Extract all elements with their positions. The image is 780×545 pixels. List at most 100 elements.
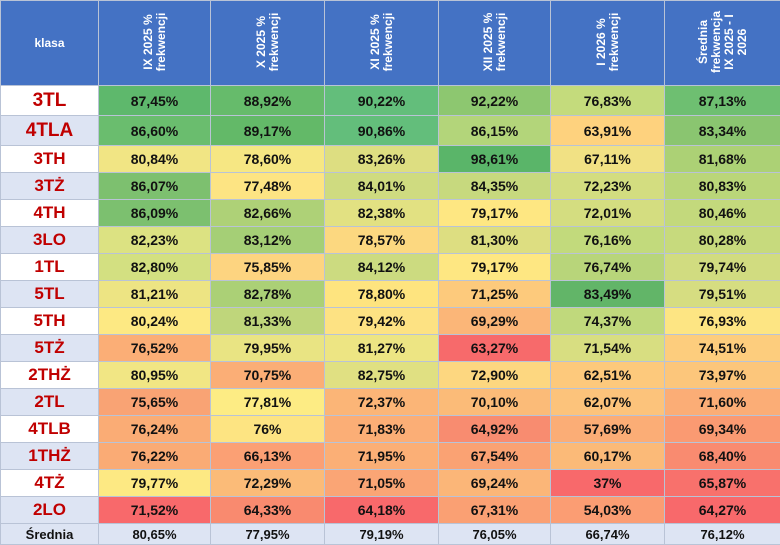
value-cell: 78,57%: [325, 227, 439, 254]
class-name-cell: 1TL: [1, 254, 99, 281]
value-cell: 89,17%: [211, 116, 325, 146]
average-value-cell: 79,19%: [325, 524, 439, 545]
value-cell: 63,91%: [551, 116, 665, 146]
header-ix-2025: IX 2025 % frekwencji: [99, 1, 211, 86]
value-cell: 71,95%: [325, 443, 439, 470]
value-cell: 64,33%: [211, 497, 325, 524]
value-cell: 79,77%: [99, 470, 211, 497]
value-cell: 79,17%: [439, 254, 551, 281]
value-cell: 76,24%: [99, 416, 211, 443]
class-name-cell: 5TŻ: [1, 335, 99, 362]
value-cell: 67,54%: [439, 443, 551, 470]
value-cell: 84,35%: [439, 173, 551, 200]
value-cell: 90,86%: [325, 116, 439, 146]
class-name-cell: 4TLA: [1, 116, 99, 146]
value-cell: 84,12%: [325, 254, 439, 281]
value-cell: 82,38%: [325, 200, 439, 227]
header-row: klasa IX 2025 % frekwencji X 2025 % frek…: [1, 1, 780, 86]
value-cell: 69,34%: [665, 416, 780, 443]
value-cell: 82,75%: [325, 362, 439, 389]
value-cell: 81,27%: [325, 335, 439, 362]
class-name-cell: 2LO: [1, 497, 99, 524]
value-cell: 70,75%: [211, 362, 325, 389]
value-cell: 62,07%: [551, 389, 665, 416]
value-cell: 76,93%: [665, 308, 780, 335]
value-cell: 83,49%: [551, 281, 665, 308]
value-cell: 76,74%: [551, 254, 665, 281]
value-cell: 86,15%: [439, 116, 551, 146]
value-cell: 72,90%: [439, 362, 551, 389]
value-cell: 77,48%: [211, 173, 325, 200]
value-cell: 67,31%: [439, 497, 551, 524]
value-cell: 69,24%: [439, 470, 551, 497]
class-name-cell: 5TH: [1, 308, 99, 335]
value-cell: 82,80%: [99, 254, 211, 281]
class-name-cell: 5TL: [1, 281, 99, 308]
value-cell: 86,60%: [99, 116, 211, 146]
value-cell: 87,45%: [99, 86, 211, 116]
value-cell: 81,21%: [99, 281, 211, 308]
value-cell: 62,51%: [551, 362, 665, 389]
value-cell: 72,37%: [325, 389, 439, 416]
value-cell: 86,07%: [99, 173, 211, 200]
value-cell: 71,60%: [665, 389, 780, 416]
value-cell: 90,22%: [325, 86, 439, 116]
value-cell: 69,29%: [439, 308, 551, 335]
header-xi-2025: XI 2025 % frekwencji: [325, 1, 439, 86]
class-name-cell: 4TŻ: [1, 470, 99, 497]
value-cell: 75,65%: [99, 389, 211, 416]
value-cell: 77,81%: [211, 389, 325, 416]
value-cell: 78,60%: [211, 146, 325, 173]
class-name-cell: 1THŻ: [1, 443, 99, 470]
class-name-cell: 3TL: [1, 86, 99, 116]
value-cell: 82,23%: [99, 227, 211, 254]
value-cell: 64,92%: [439, 416, 551, 443]
header-xii-2025: XII 2025 % frekwencji: [439, 1, 551, 86]
value-cell: 92,22%: [439, 86, 551, 116]
value-cell: 79,74%: [665, 254, 780, 281]
value-cell: 76,16%: [551, 227, 665, 254]
value-cell: 66,13%: [211, 443, 325, 470]
class-name-cell: 4TH: [1, 200, 99, 227]
value-cell: 87,13%: [665, 86, 780, 116]
value-cell: 86,09%: [99, 200, 211, 227]
value-cell: 80,83%: [665, 173, 780, 200]
value-cell: 72,01%: [551, 200, 665, 227]
value-cell: 76,22%: [99, 443, 211, 470]
value-cell: 80,24%: [99, 308, 211, 335]
value-cell: 82,66%: [211, 200, 325, 227]
value-cell: 79,17%: [439, 200, 551, 227]
value-cell: 73,97%: [665, 362, 780, 389]
class-name-cell: 2TL: [1, 389, 99, 416]
value-cell: 68,40%: [665, 443, 780, 470]
value-cell: 79,95%: [211, 335, 325, 362]
value-cell: 70,10%: [439, 389, 551, 416]
header-x-2025: X 2025 % frekwencji: [211, 1, 325, 86]
value-cell: 75,85%: [211, 254, 325, 281]
header-average: Średnia frekwencja IX 2025 - I 2026: [665, 1, 780, 86]
value-cell: 71,52%: [99, 497, 211, 524]
value-cell: 83,26%: [325, 146, 439, 173]
value-cell: 80,95%: [99, 362, 211, 389]
value-cell: 54,03%: [551, 497, 665, 524]
value-cell: 98,61%: [439, 146, 551, 173]
average-value-cell: 66,74%: [551, 524, 665, 545]
average-value-cell: 80,65%: [99, 524, 211, 545]
value-cell: 81,30%: [439, 227, 551, 254]
value-cell: 63,27%: [439, 335, 551, 362]
value-cell: 83,34%: [665, 116, 780, 146]
value-cell: 71,05%: [325, 470, 439, 497]
